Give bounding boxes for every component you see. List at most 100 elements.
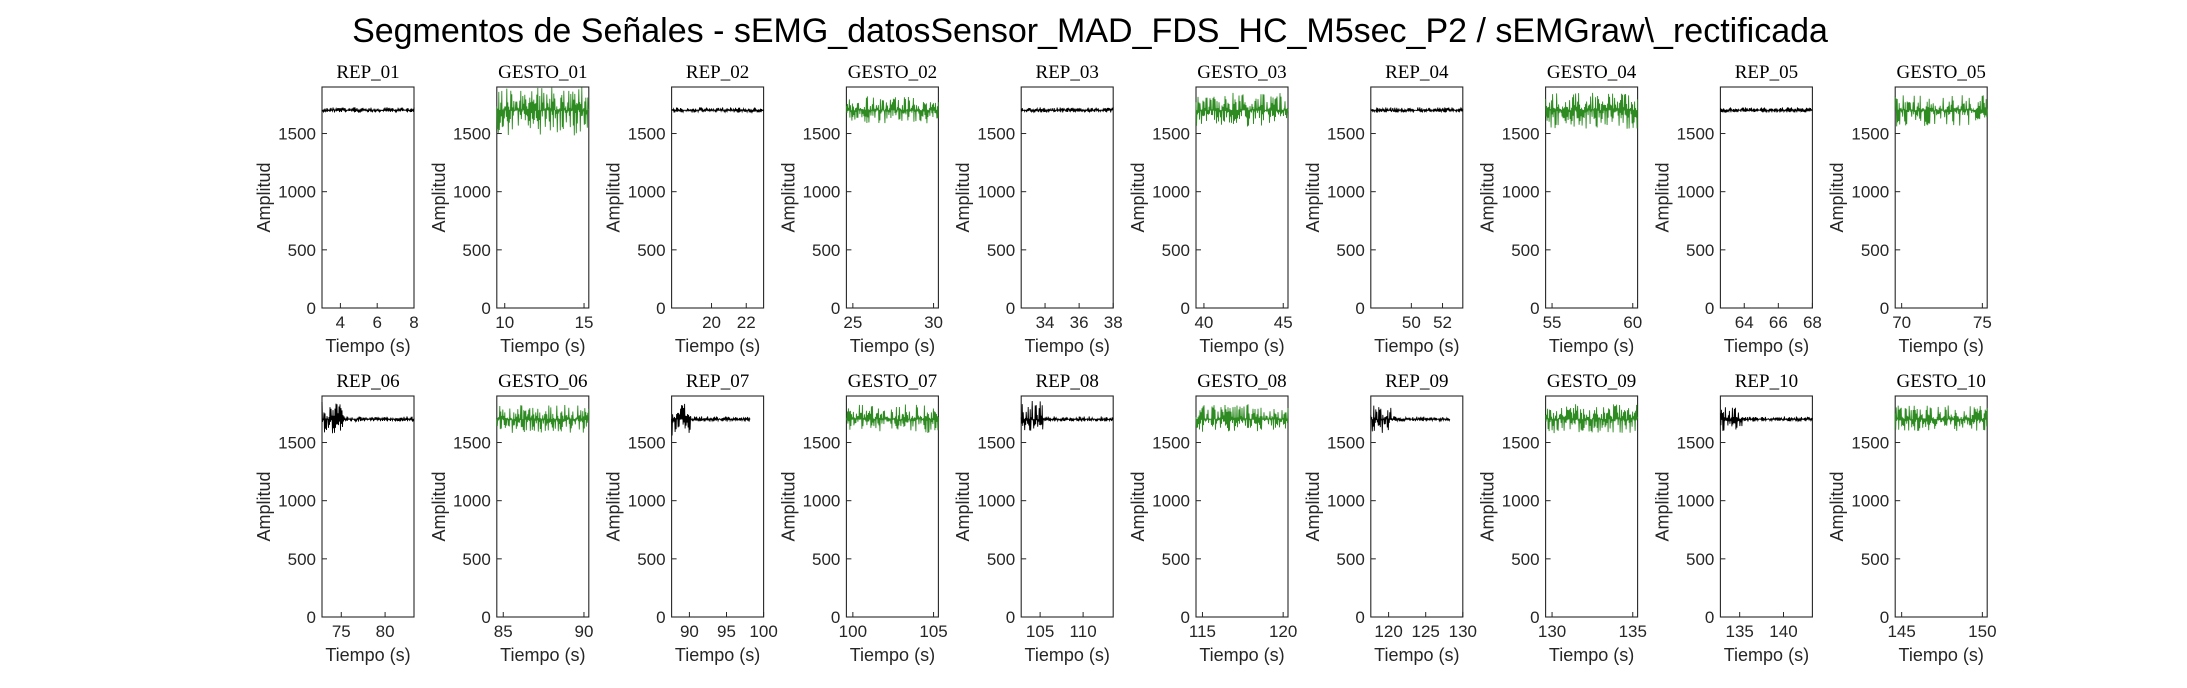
- y-tick-label: 1500: [1152, 434, 1190, 453]
- signal-line: [671, 107, 765, 114]
- y-tick-label: 500: [1861, 241, 1889, 260]
- y-tick-label: 1500: [453, 434, 491, 453]
- x-tick-label: 125: [1412, 622, 1440, 641]
- signal-line: [321, 107, 415, 114]
- y-tick-label: 0: [1705, 299, 1714, 318]
- y-tick-label: 500: [1336, 241, 1364, 260]
- x-tick-label: 105: [919, 622, 947, 641]
- x-axis-label: Tiempo (s): [675, 336, 760, 356]
- subplot-title: REP_02: [686, 62, 749, 83]
- signal-line: [845, 404, 939, 434]
- y-tick-label: 1500: [1152, 125, 1190, 144]
- y-tick-label: 500: [1162, 241, 1190, 260]
- plot-frame: [1020, 86, 1114, 309]
- x-axis-label: Tiempo (s): [1374, 645, 1459, 665]
- plot-frame: [321, 86, 415, 309]
- y-tick-label: 1000: [453, 492, 491, 511]
- y-tick-label: 1000: [278, 183, 316, 202]
- x-tick-label: 50: [1402, 313, 1421, 332]
- subplot-rep-03: REP_03 0 500 1000 1500 34 36 38 Tiempo (s) Amplit…: [953, 62, 1122, 356]
- plot-frame: [1894, 395, 1988, 618]
- y-tick-label: 500: [288, 241, 316, 260]
- x-tick-label: 45: [1274, 313, 1293, 332]
- subplot-title: REP_03: [1036, 62, 1099, 83]
- subplot-title: REP_05: [1735, 62, 1798, 83]
- x-axis-label: Tiempo (s): [850, 645, 935, 665]
- y-axis-label: Amplitud: [1827, 471, 1847, 541]
- subplot-title: GESTO_06: [498, 371, 587, 392]
- x-tick-label: 135: [1619, 622, 1647, 641]
- plot-frame: [1545, 86, 1639, 309]
- subplot-title: REP_07: [686, 371, 749, 392]
- x-tick-label: 4: [336, 313, 345, 332]
- y-tick-label: 1500: [1327, 125, 1365, 144]
- y-tick-label: 1000: [1152, 492, 1190, 511]
- x-tick-label: 120: [1374, 622, 1402, 641]
- x-axis-label: Tiempo (s): [1549, 645, 1634, 665]
- x-tick-label: 25: [843, 313, 862, 332]
- subplot-title: GESTO_03: [1197, 62, 1286, 83]
- y-tick-label: 1000: [1502, 183, 1540, 202]
- subplot-rep-01: REP_01 0 500 1000 1500 4 6 8 Tiempo (s) Amplitud: [254, 62, 419, 356]
- y-axis-label: Amplitud: [778, 162, 798, 232]
- x-tick-label: 100: [749, 622, 777, 641]
- subplot-title: REP_10: [1735, 371, 1798, 392]
- x-tick-label: 34: [1036, 313, 1055, 332]
- y-tick-label: 0: [1530, 608, 1539, 627]
- subplot-title: GESTO_04: [1547, 62, 1637, 83]
- y-axis-label: Amplitud: [429, 162, 449, 232]
- y-tick-label: 1500: [1502, 434, 1540, 453]
- subplot-rep-05: REP_05 0 500 1000 1500 64 66 68 Tiempo (s) Amplit…: [1652, 62, 1821, 356]
- signal-line: [1545, 92, 1639, 129]
- subplot-gesto-05: GESTO_05 0 500 1000 1500 70 75 Tiempo (s) Amplit…: [1827, 62, 1992, 356]
- x-tick-label: 150: [1968, 622, 1996, 641]
- x-tick-label: 110: [1070, 622, 1097, 641]
- x-axis-label: Tiempo (s): [1199, 645, 1284, 665]
- y-axis-label: Amplitud: [953, 471, 973, 541]
- y-tick-label: 500: [812, 550, 840, 569]
- x-tick-label: 52: [1433, 313, 1452, 332]
- plot-frame: [1545, 395, 1639, 618]
- signal-line: [1195, 92, 1289, 127]
- y-tick-label: 1000: [977, 492, 1015, 511]
- y-tick-label: 1500: [453, 125, 491, 144]
- subplot-rep-04: REP_04 0 500 1000 1500 50 52 Tiempo (s) Amplitud: [1303, 62, 1464, 356]
- y-tick-label: 500: [288, 550, 316, 569]
- plot-frame: [671, 395, 765, 618]
- x-tick-label: 100: [839, 622, 867, 641]
- subplot-gesto-01: GESTO_01 0 500 1000 1500 10 15 Tiempo (s) Amplit…: [429, 62, 594, 356]
- x-axis-label: Tiempo (s): [1899, 336, 1984, 356]
- x-tick-label: 10: [495, 313, 514, 332]
- signal-line: [845, 96, 939, 124]
- signal-line: [496, 87, 590, 136]
- y-tick-label: 0: [307, 608, 316, 627]
- x-tick-label: 68: [1803, 313, 1822, 332]
- x-tick-label: 6: [372, 313, 381, 332]
- y-axis-label: Amplitud: [1128, 471, 1148, 541]
- y-tick-label: 500: [812, 241, 840, 260]
- x-tick-label: 135: [1725, 622, 1753, 641]
- subplot-title: GESTO_05: [1897, 62, 1986, 83]
- x-axis-label: Tiempo (s): [1025, 645, 1110, 665]
- x-tick-label: 95: [717, 622, 736, 641]
- y-tick-label: 500: [1511, 241, 1539, 260]
- x-tick-label: 20: [702, 313, 721, 332]
- y-tick-label: 0: [1355, 299, 1364, 318]
- y-tick-label: 500: [987, 550, 1015, 569]
- y-tick-label: 500: [1162, 550, 1190, 569]
- subplot-title: REP_01: [336, 62, 399, 83]
- x-tick-label: 130: [1538, 622, 1566, 641]
- x-tick-label: 75: [1973, 313, 1992, 332]
- x-tick-label: 120: [1269, 622, 1297, 641]
- y-tick-label: 1000: [628, 492, 666, 511]
- subplot-title: REP_04: [1385, 62, 1449, 83]
- subplot-title: GESTO_01: [498, 62, 587, 83]
- y-tick-label: 0: [1705, 608, 1714, 627]
- subplot-rep-10: REP_10 0 500 1000 1500 135 140 Tiempo (s) Amplit…: [1652, 371, 1813, 665]
- y-tick-label: 1500: [278, 125, 316, 144]
- y-tick-label: 0: [1355, 608, 1364, 627]
- x-tick-label: 36: [1070, 313, 1089, 332]
- subplot-title: GESTO_07: [848, 371, 937, 392]
- x-tick-label: 90: [574, 622, 593, 641]
- y-tick-label: 1500: [1851, 434, 1889, 453]
